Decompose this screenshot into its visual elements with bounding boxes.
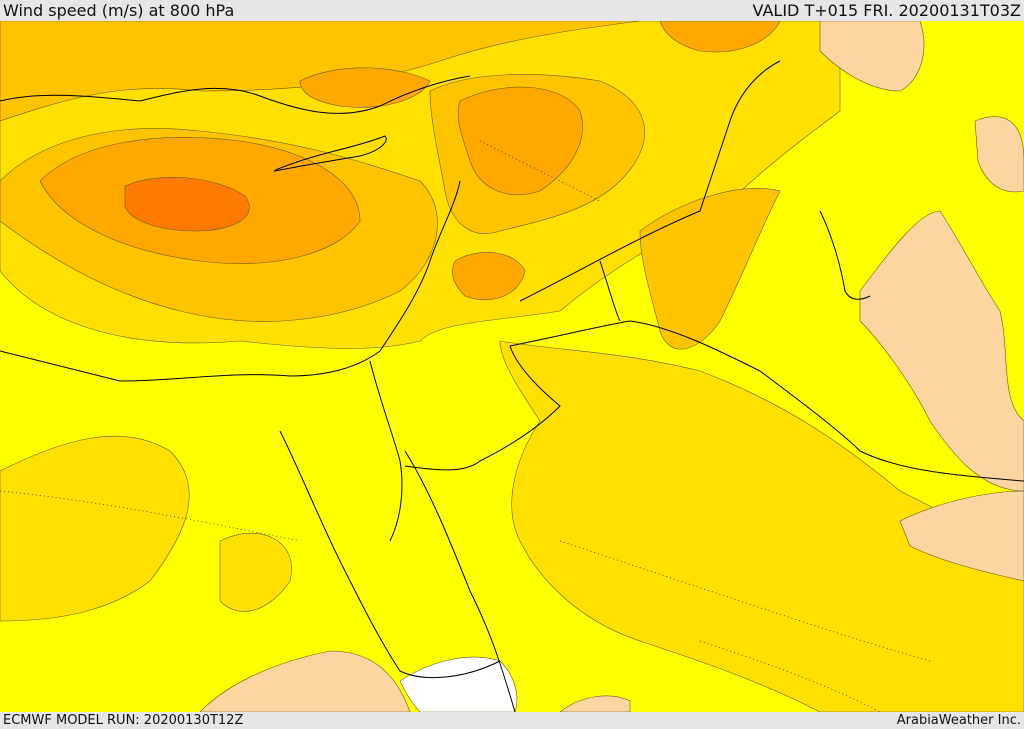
border-jordan <box>599 260 621 322</box>
dotted-2 <box>559 540 931 662</box>
coast-sinai <box>369 360 403 542</box>
field-band-south <box>499 340 1024 712</box>
model-run: ECMWF MODEL RUN: 20200130T12Z <box>3 713 244 728</box>
field-low-south <box>559 695 631 712</box>
field-core-2 <box>457 86 583 195</box>
field-low-ne-2 <box>974 116 1024 193</box>
field-band-west <box>219 532 292 612</box>
valid-time: VALID T+015 FRI. 20200131T03Z <box>752 1 1021 20</box>
field-max <box>124 177 250 232</box>
coast-turkey <box>0 75 471 114</box>
field-low-east <box>859 210 1024 492</box>
field-low-ne <box>819 21 925 92</box>
field-no-data <box>399 656 518 712</box>
wind-speed-map[interactable] <box>0 21 1024 712</box>
field-low-se <box>899 490 1024 582</box>
map-title: Wind speed (m/s) at 800 hPa <box>3 1 235 20</box>
credit: ArabiaWeather Inc. <box>896 713 1021 728</box>
field-band-iraq <box>639 188 781 350</box>
coast-red-sea-east <box>404 450 516 712</box>
border-saudi-north <box>404 320 1024 482</box>
field-core-4 <box>452 251 526 301</box>
field-band-sw <box>0 435 190 622</box>
dotted-1 <box>0 490 301 542</box>
coast-med-south <box>0 180 461 382</box>
field-core-5 <box>659 21 781 53</box>
coast-gulf <box>819 210 871 300</box>
coast-cyprus <box>274 135 387 172</box>
field-low-egypt <box>199 650 411 712</box>
map-footer: ECMWF MODEL RUN: 20200130T12Z ArabiaWeat… <box>0 712 1024 729</box>
coastlines <box>0 60 1024 712</box>
map-header: Wind speed (m/s) at 800 hPa VALID T+015 … <box>0 0 1024 21</box>
dotted-boundaries <box>0 140 931 712</box>
coast-red-sea-west <box>279 430 501 678</box>
border-iraq-syria <box>519 60 781 302</box>
